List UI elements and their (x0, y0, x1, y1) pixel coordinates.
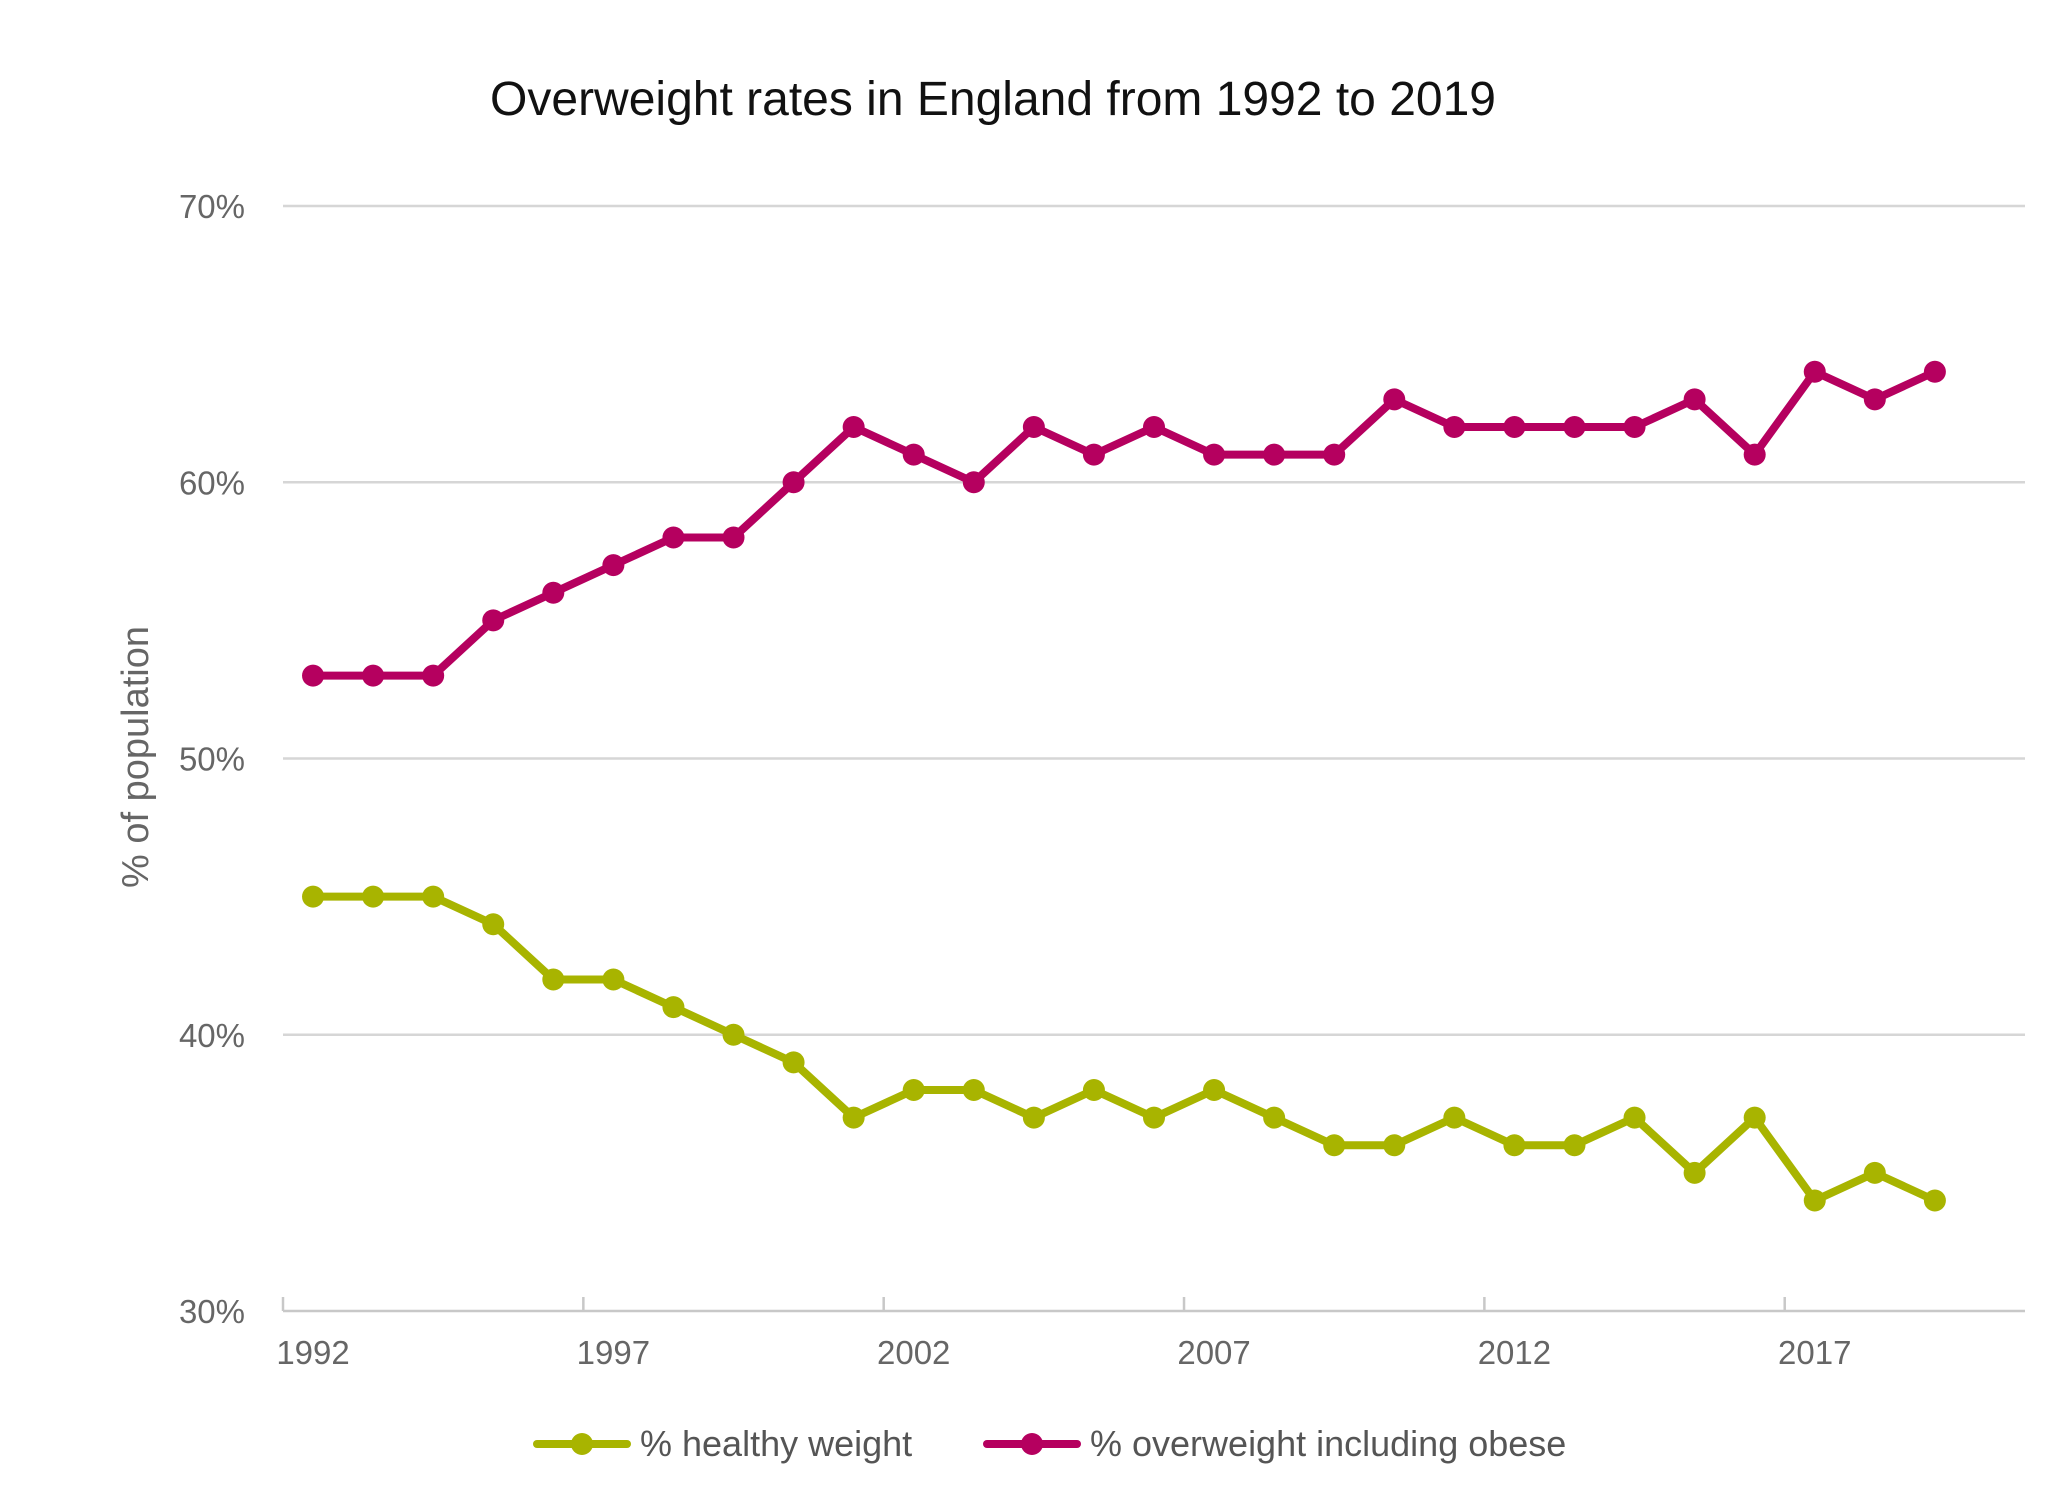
data-point (422, 664, 445, 687)
data-point (482, 913, 505, 936)
y-tick-label: 40% (179, 1017, 245, 1054)
data-point (1803, 360, 1826, 383)
data-point (1923, 360, 1946, 383)
data-point (1683, 1161, 1706, 1184)
data-point (1022, 1106, 1045, 1129)
legend-item: % healthy weight (533, 1423, 912, 1464)
data-point (1563, 416, 1586, 438)
y-axis-ticks: 30% 40% 50% 60% 70% (179, 188, 245, 1330)
series-0 (302, 885, 1946, 1212)
x-tick-label: 2017 (1778, 1334, 1851, 1371)
data-point (302, 664, 325, 687)
data-point (1323, 1134, 1346, 1157)
data-point (722, 526, 745, 549)
data-point (1082, 1079, 1105, 1101)
data-point (1443, 416, 1466, 438)
data-point (1563, 1134, 1586, 1157)
y-axis-label: % of population (115, 626, 157, 888)
data-point (1623, 1106, 1646, 1129)
data-point (662, 996, 685, 1019)
x-axis: 1992 1997 2002 2007 2012 2017 (276, 1297, 2025, 1371)
data-point (1383, 1134, 1406, 1157)
gridlines (283, 204, 2025, 1036)
data-point (842, 416, 865, 438)
data-point (782, 1051, 805, 1074)
data-point (1143, 1106, 1165, 1129)
legend-item: % overweight including obese (983, 1423, 1566, 1464)
data-point (722, 1023, 745, 1046)
data-point (1803, 1189, 1826, 1212)
series-layer (302, 360, 1946, 1212)
legend-swatch-marker (571, 1433, 593, 1455)
legend-label: % healthy weight (640, 1423, 912, 1464)
y-tick-label: 30% (179, 1293, 245, 1330)
data-point (1443, 1106, 1466, 1129)
series-line (309, 367, 1939, 680)
data-point (1082, 443, 1105, 466)
data-point (482, 609, 505, 632)
data-point (362, 885, 385, 908)
y-tick-label: 70% (179, 188, 245, 225)
data-point (902, 443, 925, 466)
legend-swatch-marker (1021, 1433, 1043, 1455)
data-point (1623, 416, 1646, 438)
x-tick-label: 2007 (1177, 1334, 1250, 1371)
y-tick-label: 60% (179, 464, 245, 501)
data-point (1143, 416, 1165, 438)
x-tick-label: 1992 (276, 1334, 349, 1371)
data-point (542, 968, 565, 991)
data-point (1383, 388, 1406, 411)
data-point (1863, 1161, 1886, 1184)
data-point (602, 968, 625, 991)
x-tick-label: 1997 (577, 1334, 650, 1371)
data-point (1263, 443, 1286, 466)
data-point (962, 471, 985, 494)
data-point (962, 1079, 985, 1101)
x-tick-label: 2002 (877, 1334, 950, 1371)
data-point (362, 664, 385, 687)
data-point (422, 885, 445, 908)
series-line (309, 892, 1939, 1205)
data-point (1203, 1079, 1226, 1101)
legend: % healthy weight % overweight including o… (533, 1423, 1566, 1464)
data-point (542, 581, 565, 604)
data-point (1503, 416, 1526, 438)
data-point (602, 554, 625, 577)
data-point (1743, 443, 1766, 466)
data-point (302, 885, 325, 908)
data-point (1743, 1106, 1766, 1129)
data-point (1263, 1106, 1286, 1129)
x-tick-label: 2012 (1478, 1334, 1551, 1371)
data-point (842, 1106, 865, 1129)
data-point (662, 526, 685, 549)
data-point (782, 471, 805, 494)
data-point (1503, 1134, 1526, 1157)
data-point (1022, 416, 1045, 438)
data-point (1683, 388, 1706, 411)
data-point (1323, 443, 1346, 466)
chart-title: Overweight rates in England from 1992 to… (490, 73, 1496, 126)
data-point (902, 1079, 925, 1101)
y-tick-label: 50% (179, 741, 245, 778)
data-point (1863, 388, 1886, 411)
data-point (1923, 1189, 1946, 1212)
legend-label: % overweight including obese (1090, 1423, 1566, 1464)
data-point (1203, 443, 1226, 466)
series-1 (302, 360, 1946, 687)
